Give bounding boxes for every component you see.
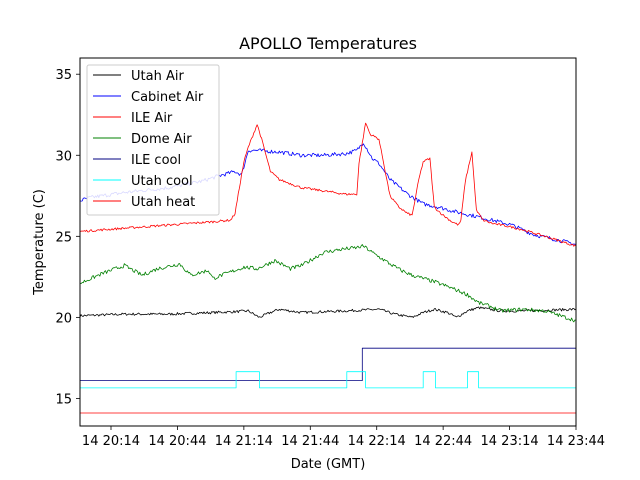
- y-tick-label: 15: [55, 392, 72, 407]
- y-axis: 15 20 25 30 35: [55, 68, 80, 407]
- x-tick-label: 14 20:14: [82, 434, 140, 449]
- y-axis-label: Temperature (C): [32, 189, 47, 296]
- y-tick-label: 20: [55, 311, 72, 326]
- legend-label-ile-air: ILE Air: [131, 111, 173, 126]
- x-tick-label: 14 21:44: [281, 434, 339, 449]
- y-tick-label: 30: [55, 149, 72, 164]
- x-tick-label: 14 23:44: [547, 434, 605, 449]
- series-line-dome-air: [80, 244, 576, 323]
- x-tick-label: 14 22:14: [348, 434, 406, 449]
- x-axis: 14 20:14 14 20:44 14 21:14 14 21:44 14 22:14…: [82, 426, 605, 449]
- legend-box: [86, 64, 220, 216]
- legend-label-utah-air: Utah Air: [131, 69, 184, 84]
- x-tick-label: 14 23:14: [481, 434, 539, 449]
- y-tick-label: 35: [55, 68, 72, 83]
- series-line-utah-air: [80, 306, 576, 318]
- chart-title: APOLLO Temperatures: [239, 34, 417, 53]
- series-line-utah-cool: [80, 371, 576, 389]
- legend-label-utah-cool: Utah cool: [131, 174, 193, 189]
- x-tick-label: 14 22:44: [414, 434, 472, 449]
- x-tick-label: 14 21:14: [215, 434, 273, 449]
- series-line-ile-cool: [80, 347, 576, 382]
- plot-area-frame: [79, 57, 577, 427]
- legend-label-utah-heat: Utah heat: [131, 195, 195, 210]
- y-tick-label: 25: [55, 230, 72, 245]
- x-tick-label: 14 20:44: [148, 434, 206, 449]
- series-line-ile-air: [80, 122, 576, 247]
- x-axis-label: Date (GMT): [291, 457, 366, 472]
- legend-label-cabinet-air: Cabinet Air: [131, 90, 204, 105]
- legend-label-dome-air: Dome Air: [131, 132, 192, 147]
- legend: Utah Air Cabinet Air ILE Air Dome Air ILE co…: [86, 64, 220, 216]
- legend-label-ile-cool: ILE cool: [131, 153, 181, 168]
